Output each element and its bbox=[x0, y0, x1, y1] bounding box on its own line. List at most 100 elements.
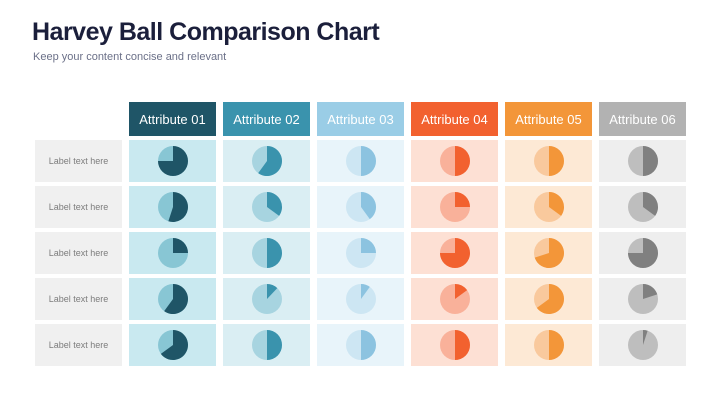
column-header-4: Attribute 04 bbox=[411, 102, 498, 136]
harvey-ball-r2-c3 bbox=[345, 192, 376, 222]
harvey-ball-r1-c6 bbox=[627, 146, 658, 176]
harvey-ball-r4-c1 bbox=[157, 284, 188, 314]
column-header-2: Attribute 02 bbox=[223, 102, 310, 136]
cell-r4-c3 bbox=[317, 278, 404, 320]
harvey-ball-filled-part bbox=[360, 192, 376, 220]
table-corner bbox=[35, 102, 122, 136]
cell-r2-c5 bbox=[505, 186, 592, 228]
harvey-ball-r1-c1 bbox=[157, 146, 188, 176]
cell-r2-c6 bbox=[599, 186, 686, 228]
harvey-ball-filled-part bbox=[439, 238, 470, 268]
cell-r5-c3 bbox=[317, 324, 404, 366]
harvey-ball-filled-part bbox=[548, 192, 564, 216]
harvey-ball-r4-c5 bbox=[533, 284, 564, 314]
harvey-ball-filled-part bbox=[266, 238, 282, 268]
harvey-ball-r2-c5 bbox=[533, 192, 564, 222]
harvey-ball-filled-part bbox=[360, 284, 370, 299]
harvey-ball-r3-c1 bbox=[157, 238, 188, 268]
harvey-ball-r4-c4 bbox=[439, 284, 470, 314]
cell-r2-c4 bbox=[411, 186, 498, 228]
cell-r1-c6 bbox=[599, 140, 686, 182]
cell-r1-c5 bbox=[505, 140, 592, 182]
cell-r4-c1 bbox=[129, 278, 216, 320]
cell-r4-c4 bbox=[411, 278, 498, 320]
harvey-ball-filled-part bbox=[548, 330, 564, 360]
harvey-ball-filled-part bbox=[548, 146, 564, 176]
harvey-ball-filled-part bbox=[454, 192, 470, 207]
cell-r3-c4 bbox=[411, 232, 498, 274]
column-header-6: Attribute 06 bbox=[599, 102, 686, 136]
cell-r3-c5 bbox=[505, 232, 592, 274]
cell-r1-c2 bbox=[223, 140, 310, 182]
harvey-ball-filled-part bbox=[454, 284, 467, 299]
harvey-ball-r1-c4 bbox=[439, 146, 470, 176]
harvey-ball-filled-part bbox=[642, 330, 648, 345]
harvey-ball-r5-c6 bbox=[627, 330, 658, 360]
harvey-ball-r5-c4 bbox=[439, 330, 470, 360]
harvey-ball-r3-c5 bbox=[533, 238, 564, 268]
harvey-ball-r2-c4 bbox=[439, 192, 470, 222]
harvey-ball-filled-part bbox=[157, 146, 188, 176]
cell-r3-c3 bbox=[317, 232, 404, 274]
harvey-ball-filled-part bbox=[454, 146, 470, 176]
harvey-ball-table: Attribute 01 Attribute 02 Attribute 03 Attr… bbox=[35, 102, 686, 366]
harvey-ball-filled-part bbox=[266, 284, 277, 299]
cell-r1-c3 bbox=[317, 140, 404, 182]
harvey-ball-r3-c4 bbox=[439, 238, 470, 268]
column-header-1: Attribute 01 bbox=[129, 102, 216, 136]
cell-r5-c6 bbox=[599, 324, 686, 366]
row-label-1: Label text here bbox=[35, 140, 122, 182]
page-subtitle: Keep your content concise and relevant bbox=[33, 51, 227, 63]
row-label-3: Label text here bbox=[35, 232, 122, 274]
harvey-ball-filled-part bbox=[454, 330, 470, 360]
harvey-ball-r3-c3 bbox=[345, 238, 376, 268]
cell-r3-c2 bbox=[223, 232, 310, 274]
harvey-ball-filled-part bbox=[266, 192, 282, 216]
cell-r5-c1 bbox=[129, 324, 216, 366]
harvey-ball-filled-part bbox=[360, 330, 376, 360]
harvey-ball-filled-part bbox=[172, 238, 188, 253]
harvey-ball-r1-c5 bbox=[533, 146, 564, 176]
cell-r5-c5 bbox=[505, 324, 592, 366]
harvey-ball-filled-part bbox=[266, 330, 282, 360]
harvey-ball-r5-c5 bbox=[533, 330, 564, 360]
harvey-ball-filled-part bbox=[536, 284, 564, 314]
harvey-ball-r5-c1 bbox=[157, 330, 188, 360]
cell-r2-c1 bbox=[129, 186, 216, 228]
harvey-ball-r4-c3 bbox=[345, 284, 376, 314]
row-label-2: Label text here bbox=[35, 186, 122, 228]
harvey-ball-r4-c2 bbox=[251, 284, 282, 314]
cell-r3-c1 bbox=[129, 232, 216, 274]
page-title: Harvey Ball Comparison Chart bbox=[32, 18, 380, 46]
row-label-4: Label text here bbox=[35, 278, 122, 320]
harvey-ball-r4-c6 bbox=[627, 284, 658, 314]
row-label-5: Label text here bbox=[35, 324, 122, 366]
harvey-ball-r2-c1 bbox=[157, 192, 188, 222]
harvey-ball-filled-part bbox=[160, 330, 188, 360]
harvey-ball-r2-c6 bbox=[627, 192, 658, 222]
harvey-ball-filled-part bbox=[163, 284, 188, 314]
harvey-ball-r5-c3 bbox=[345, 330, 376, 360]
harvey-ball-filled-part bbox=[642, 192, 658, 216]
cell-r2-c2 bbox=[223, 186, 310, 228]
cell-r5-c2 bbox=[223, 324, 310, 366]
cell-r4-c6 bbox=[599, 278, 686, 320]
harvey-ball-r3-c6 bbox=[627, 238, 658, 268]
harvey-ball-r3-c2 bbox=[251, 238, 282, 268]
column-header-5: Attribute 05 bbox=[505, 102, 592, 136]
harvey-ball-r2-c2 bbox=[251, 192, 282, 222]
harvey-ball-filled-part bbox=[360, 146, 376, 176]
harvey-ball-r1-c2 bbox=[251, 146, 282, 176]
cell-r1-c4 bbox=[411, 140, 498, 182]
harvey-ball-filled-part bbox=[642, 284, 657, 299]
cell-r4-c2 bbox=[223, 278, 310, 320]
harvey-ball-r1-c3 bbox=[345, 146, 376, 176]
harvey-ball-filled-part bbox=[642, 146, 658, 176]
harvey-ball-r5-c2 bbox=[251, 330, 282, 360]
harvey-ball-filled-part bbox=[167, 192, 188, 222]
harvey-ball-filled-part bbox=[534, 238, 564, 268]
harvey-ball-filled-part bbox=[257, 146, 282, 176]
cell-r4-c5 bbox=[505, 278, 592, 320]
cell-r5-c4 bbox=[411, 324, 498, 366]
harvey-ball-filled-part bbox=[627, 238, 658, 268]
